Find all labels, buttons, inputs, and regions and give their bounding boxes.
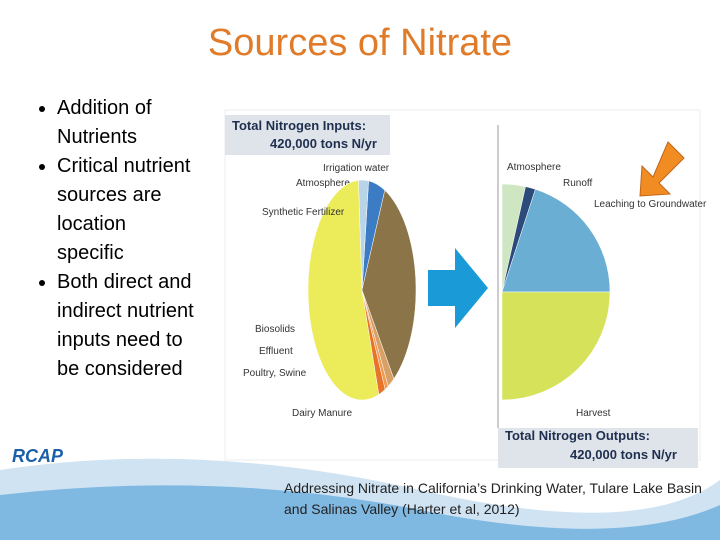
slice-label: Runoff: [563, 178, 593, 189]
slice-label: Atmosphere: [296, 178, 350, 189]
slice-label: Effluent: [259, 346, 293, 357]
bullet: Critical nutrient sources are location s…: [57, 152, 196, 268]
slide-title: Sources of Nitrate: [207, 22, 513, 64]
wave: [0, 485, 720, 540]
chart-title: Total Nitrogen Inputs:: [232, 118, 366, 133]
logo: RCAP: [12, 446, 64, 466]
bullet: Both direct and indirect nutrient inputs…: [57, 268, 196, 384]
flow-arrow: [428, 248, 488, 328]
slice-label: Biosolids: [255, 324, 295, 335]
slice-label: Harvest: [576, 408, 611, 419]
slice-label: Poultry, Swine: [243, 368, 307, 379]
pie-slice: [501, 291, 611, 401]
slice-label: Atmosphere: [507, 162, 561, 173]
slice-label: Synthetic Fertilizer: [262, 207, 345, 218]
highlight-arrow: [639, 141, 685, 197]
slice-label: Dairy Manure: [292, 408, 352, 419]
pie-slice: [361, 189, 417, 380]
chart-subtitle: 420,000 tons N/yr: [570, 447, 677, 462]
pie-slice: [307, 179, 380, 401]
input-box: [225, 115, 390, 155]
output-box: [498, 428, 698, 468]
chart-subtitle: 420,000 tons N/yr: [270, 136, 377, 151]
chart-title: Total Nitrogen Outputs:: [505, 428, 650, 443]
slice-label: Leaching to Groundwater: [594, 199, 707, 210]
pie-slice: [501, 188, 611, 293]
bullet-list: Addition of Nutrients Critical nutrient …: [30, 94, 196, 384]
caption: Addressing Nitrate in California’s Drink…: [284, 480, 702, 517]
bullet: Addition of Nutrients: [57, 94, 196, 152]
slice-label: Irrigation water: [323, 163, 390, 174]
